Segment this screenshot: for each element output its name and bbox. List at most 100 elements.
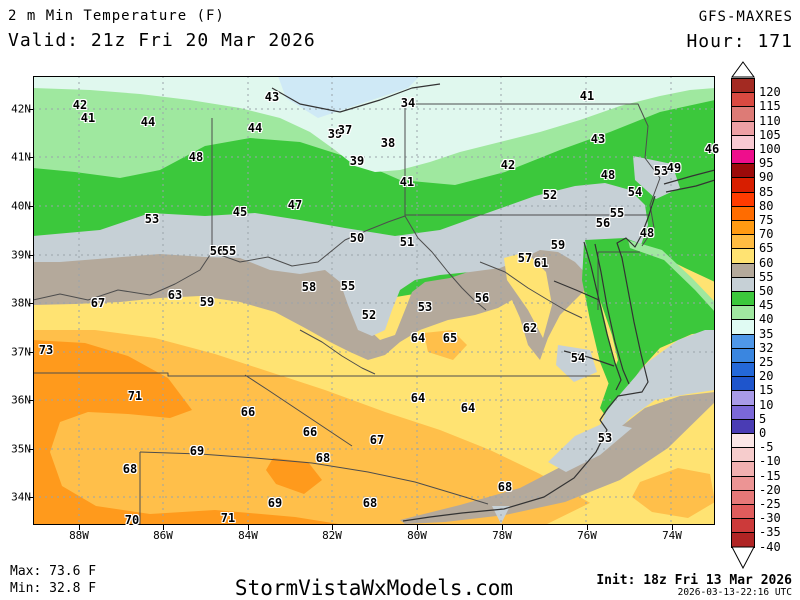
lon-tick bbox=[248, 525, 249, 530]
lon-tick bbox=[417, 525, 418, 530]
temp-label: 62 bbox=[522, 321, 538, 335]
lat-tick bbox=[29, 497, 34, 498]
lon-label: 78W bbox=[492, 529, 512, 542]
colorbar-cell bbox=[731, 518, 755, 534]
temp-label: 64 bbox=[410, 331, 426, 345]
temp-label: 44 bbox=[140, 115, 156, 129]
temp-label: 38 bbox=[380, 136, 396, 150]
coastline bbox=[271, 83, 715, 522]
temp-label: 50 bbox=[349, 231, 365, 245]
weather-map bbox=[33, 76, 715, 525]
temp-label: 44 bbox=[247, 121, 263, 135]
colorbar-tick-label: 20 bbox=[759, 369, 774, 384]
temp-label: 52 bbox=[542, 188, 558, 202]
colorbar-tick-label: 85 bbox=[759, 184, 774, 199]
temp-label: 53 bbox=[653, 164, 669, 178]
colorbar-cell bbox=[731, 475, 755, 491]
temp-label: 42 bbox=[500, 158, 516, 172]
lon-label: 80W bbox=[407, 529, 427, 542]
colorbar-tick-label: 110 bbox=[759, 113, 781, 128]
temp-label: 66 bbox=[302, 425, 318, 439]
colorbar-cell bbox=[731, 447, 755, 463]
colorbar-tick-label: 25 bbox=[759, 355, 774, 369]
temp-label: 48 bbox=[188, 150, 204, 164]
colorbar-tick-label: 55 bbox=[759, 269, 774, 284]
temp-label: 39 bbox=[327, 127, 343, 141]
colorbar-cell bbox=[731, 461, 755, 477]
lon-label: 88W bbox=[69, 529, 89, 542]
temp-label: 68 bbox=[362, 496, 378, 510]
lat-tick bbox=[29, 400, 34, 401]
generated-timestamp: 2026-03-13-22:16 UTC bbox=[677, 587, 792, 598]
colorbar-tick-label: 0 bbox=[759, 426, 767, 440]
temp-label: 41 bbox=[399, 175, 415, 189]
lat-label: 35N bbox=[11, 442, 31, 456]
colorbar-tick-label: -15 bbox=[759, 468, 781, 483]
temp-label: 47 bbox=[287, 198, 303, 212]
temp-label: 67 bbox=[90, 296, 106, 310]
colorbar-tick-label: 105 bbox=[759, 127, 781, 142]
colorbar-cell bbox=[731, 191, 755, 207]
temp-label: 51 bbox=[399, 235, 415, 249]
temp-label: 46 bbox=[704, 142, 720, 156]
lon-label: 74W bbox=[662, 529, 682, 542]
temp-label: 34 bbox=[400, 96, 416, 110]
colorbar-cell bbox=[731, 205, 755, 221]
temp-label: 67 bbox=[369, 433, 385, 447]
colorbar-tick-label: 115 bbox=[759, 99, 781, 114]
temp-label: 54 bbox=[627, 185, 643, 199]
colorbar-cell bbox=[731, 106, 755, 122]
lat-label: 37N bbox=[11, 345, 31, 359]
colorbar-tick-label: 90 bbox=[759, 170, 774, 185]
temp-label: 61 bbox=[533, 256, 549, 270]
colorbar-tick-label: -30 bbox=[759, 511, 781, 526]
colorbar-tick-label: -10 bbox=[759, 454, 781, 469]
temp-label: 56 bbox=[209, 244, 225, 258]
colorbar-tick-label: -20 bbox=[759, 482, 781, 497]
temp-label: 63 bbox=[167, 288, 183, 302]
temp-label: 43 bbox=[590, 132, 606, 146]
temp-label: 56 bbox=[474, 291, 490, 305]
temp-label: 39 bbox=[349, 154, 365, 168]
temp-label: 69 bbox=[267, 496, 283, 510]
temp-label: 70 bbox=[124, 513, 140, 527]
colorbar-top-arrow-icon bbox=[731, 61, 755, 78]
temp-label: 42 bbox=[72, 98, 88, 112]
lon-label: 86W bbox=[153, 529, 173, 542]
lat-tick bbox=[29, 206, 34, 207]
colorbar-cell bbox=[731, 376, 755, 392]
temp-label: 53 bbox=[597, 431, 613, 445]
lat-label: 41N bbox=[11, 150, 31, 164]
lat-tick bbox=[29, 255, 34, 256]
colorbar-tick-label: 95 bbox=[759, 156, 774, 171]
forecast-hour: Hour: 171 bbox=[686, 31, 793, 52]
colorbar-tick-label: 50 bbox=[759, 284, 774, 298]
temp-label: 71 bbox=[127, 389, 143, 403]
temp-label: 41 bbox=[80, 111, 96, 125]
colorbar-tick-label: 5 bbox=[759, 411, 767, 426]
lon-tick bbox=[672, 525, 673, 530]
colorbar-tick-label: 60 bbox=[759, 255, 774, 270]
temp-label: 53 bbox=[144, 212, 160, 226]
colorbar-tick-label: 70 bbox=[759, 227, 774, 242]
temp-label: 41 bbox=[579, 89, 595, 103]
colorbar-tick-label: 35 bbox=[759, 326, 774, 341]
lat-tick bbox=[29, 303, 34, 304]
lat-label: 39N bbox=[11, 248, 31, 262]
lon-label: 76W bbox=[577, 529, 597, 542]
temp-label: 55 bbox=[609, 206, 625, 220]
temp-label: 49 bbox=[666, 161, 682, 175]
lon-tick bbox=[332, 525, 333, 530]
valid-time: Valid: 21z Fri 20 Mar 2026 bbox=[8, 30, 316, 51]
temp-label: 55 bbox=[340, 279, 356, 293]
temp-label: 57 bbox=[517, 251, 533, 265]
colorbar-cell bbox=[731, 163, 755, 179]
min-value: Min: 32.8 F bbox=[10, 581, 97, 596]
colorbar-cell bbox=[731, 120, 755, 136]
temp-label: 73 bbox=[38, 343, 54, 357]
temp-label: 69 bbox=[189, 444, 205, 458]
temp-label: 48 bbox=[639, 226, 655, 240]
temp-label: 68 bbox=[315, 451, 331, 465]
lat-label: 40N bbox=[11, 199, 31, 213]
